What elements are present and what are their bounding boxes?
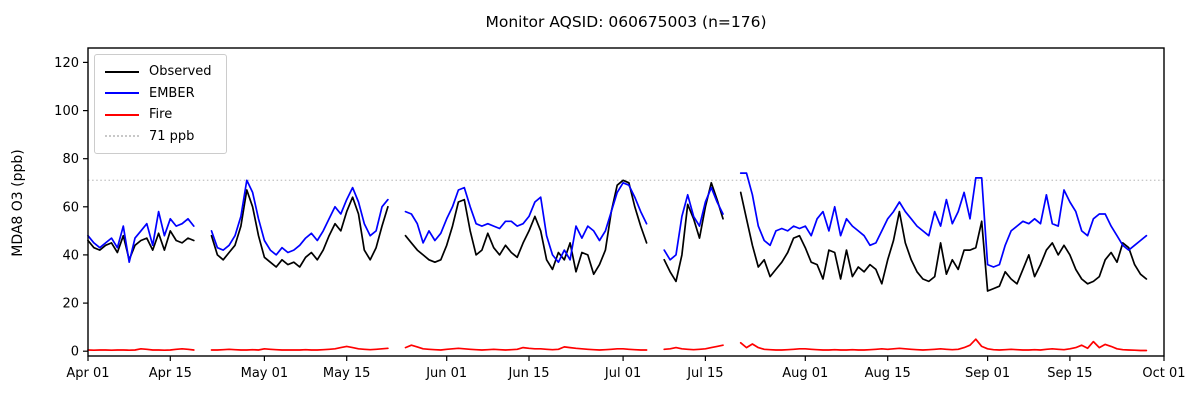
observed-line xyxy=(87,179,1148,292)
y-tick-label: 120 xyxy=(54,56,79,71)
x-tick-label: Apr 15 xyxy=(149,366,192,381)
x-tick-label: Apr 01 xyxy=(66,366,109,381)
y-tick-label: 0 xyxy=(71,345,79,360)
x-tick-label: May 01 xyxy=(241,366,289,381)
legend-item-observed: Observed xyxy=(105,61,212,83)
y-tick-label: 80 xyxy=(62,152,79,167)
fire-line xyxy=(87,338,1148,352)
legend-label: EMBER xyxy=(149,85,195,101)
legend-label: Observed xyxy=(149,64,212,80)
x-tick-label: Jul 01 xyxy=(604,366,641,381)
x-tick-label: Sep 01 xyxy=(965,366,1010,381)
x-tick-label: Sep 15 xyxy=(1047,366,1092,381)
plot-border xyxy=(87,47,1165,357)
chart-title: Monitor AQSID: 060675003 (n=176) xyxy=(485,13,767,31)
x-tick-label: Jun 01 xyxy=(425,366,467,381)
ember-line xyxy=(87,172,1148,268)
y-tick-label: 60 xyxy=(62,200,79,215)
x-tick-label: Jun 15 xyxy=(508,366,550,381)
legend-item-fire: Fire xyxy=(105,104,212,126)
x-tick-label: Aug 15 xyxy=(865,366,911,381)
y-tick-label: 40 xyxy=(62,248,79,263)
legend-line-sample xyxy=(105,70,139,73)
legend-label: 71 ppb xyxy=(149,128,195,144)
y-tick-label: 20 xyxy=(62,297,79,312)
x-tick-label: Jul 15 xyxy=(686,366,723,381)
legend-line-sample xyxy=(105,92,139,95)
y-axis-label: MDA8 O3 (ppb) xyxy=(10,149,26,257)
y-tick-label: 100 xyxy=(54,104,79,119)
legend-dotted-sample xyxy=(105,135,139,138)
legend-item-ember: EMBER xyxy=(105,83,212,105)
x-tick-label: Oct 01 xyxy=(1142,366,1185,381)
legend: Observed EMBER Fire 71 ppb xyxy=(94,54,227,154)
legend-item-threshold: 71 ppb xyxy=(105,126,212,148)
x-tick-label: Aug 01 xyxy=(782,366,828,381)
legend-line-sample xyxy=(105,113,139,116)
x-tick-label: May 15 xyxy=(323,366,371,381)
legend-label: Fire xyxy=(149,107,173,123)
